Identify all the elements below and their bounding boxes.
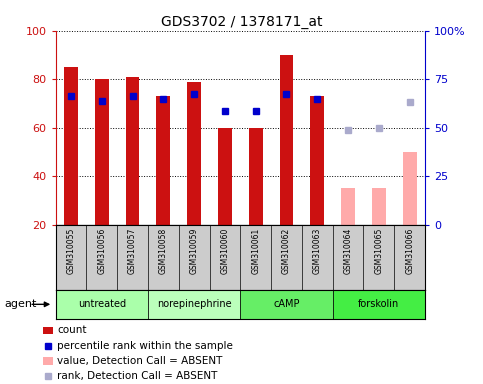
- Text: GSM310062: GSM310062: [282, 228, 291, 274]
- Text: GSM310058: GSM310058: [159, 228, 168, 274]
- Text: GSM310056: GSM310056: [97, 228, 106, 274]
- Bar: [280, 55, 293, 225]
- Bar: [218, 127, 232, 225]
- Text: GSM310061: GSM310061: [251, 228, 260, 274]
- Bar: [311, 96, 324, 225]
- Text: GSM310057: GSM310057: [128, 228, 137, 274]
- Text: norepinephrine: norepinephrine: [157, 299, 231, 310]
- Text: cAMP: cAMP: [273, 299, 300, 310]
- Text: GDS3702 / 1378171_at: GDS3702 / 1378171_at: [161, 15, 322, 29]
- Bar: [249, 127, 263, 225]
- Text: GSM310063: GSM310063: [313, 228, 322, 274]
- Text: rank, Detection Call = ABSENT: rank, Detection Call = ABSENT: [57, 371, 217, 381]
- Text: count: count: [57, 325, 86, 335]
- Bar: [95, 79, 109, 225]
- Bar: [56, 290, 148, 319]
- Bar: [156, 96, 170, 225]
- Text: forskolin: forskolin: [358, 299, 399, 310]
- Bar: [240, 290, 333, 319]
- Text: GSM310060: GSM310060: [220, 228, 229, 274]
- Bar: [126, 77, 140, 225]
- Bar: [403, 152, 416, 225]
- Text: agent: agent: [5, 299, 37, 310]
- Text: GSM310066: GSM310066: [405, 228, 414, 274]
- Bar: [64, 67, 78, 225]
- Bar: [148, 290, 241, 319]
- Text: GSM310059: GSM310059: [190, 228, 199, 274]
- Bar: [372, 188, 386, 225]
- Bar: [333, 290, 425, 319]
- Text: GSM310065: GSM310065: [374, 228, 384, 274]
- Text: value, Detection Call = ABSENT: value, Detection Call = ABSENT: [57, 356, 222, 366]
- Bar: [187, 82, 201, 225]
- Bar: [43, 326, 53, 334]
- Text: untreated: untreated: [78, 299, 126, 310]
- Text: GSM310064: GSM310064: [343, 228, 353, 274]
- Text: GSM310055: GSM310055: [67, 228, 75, 274]
- Bar: [43, 357, 53, 365]
- Text: percentile rank within the sample: percentile rank within the sample: [57, 341, 233, 351]
- Bar: [341, 188, 355, 225]
